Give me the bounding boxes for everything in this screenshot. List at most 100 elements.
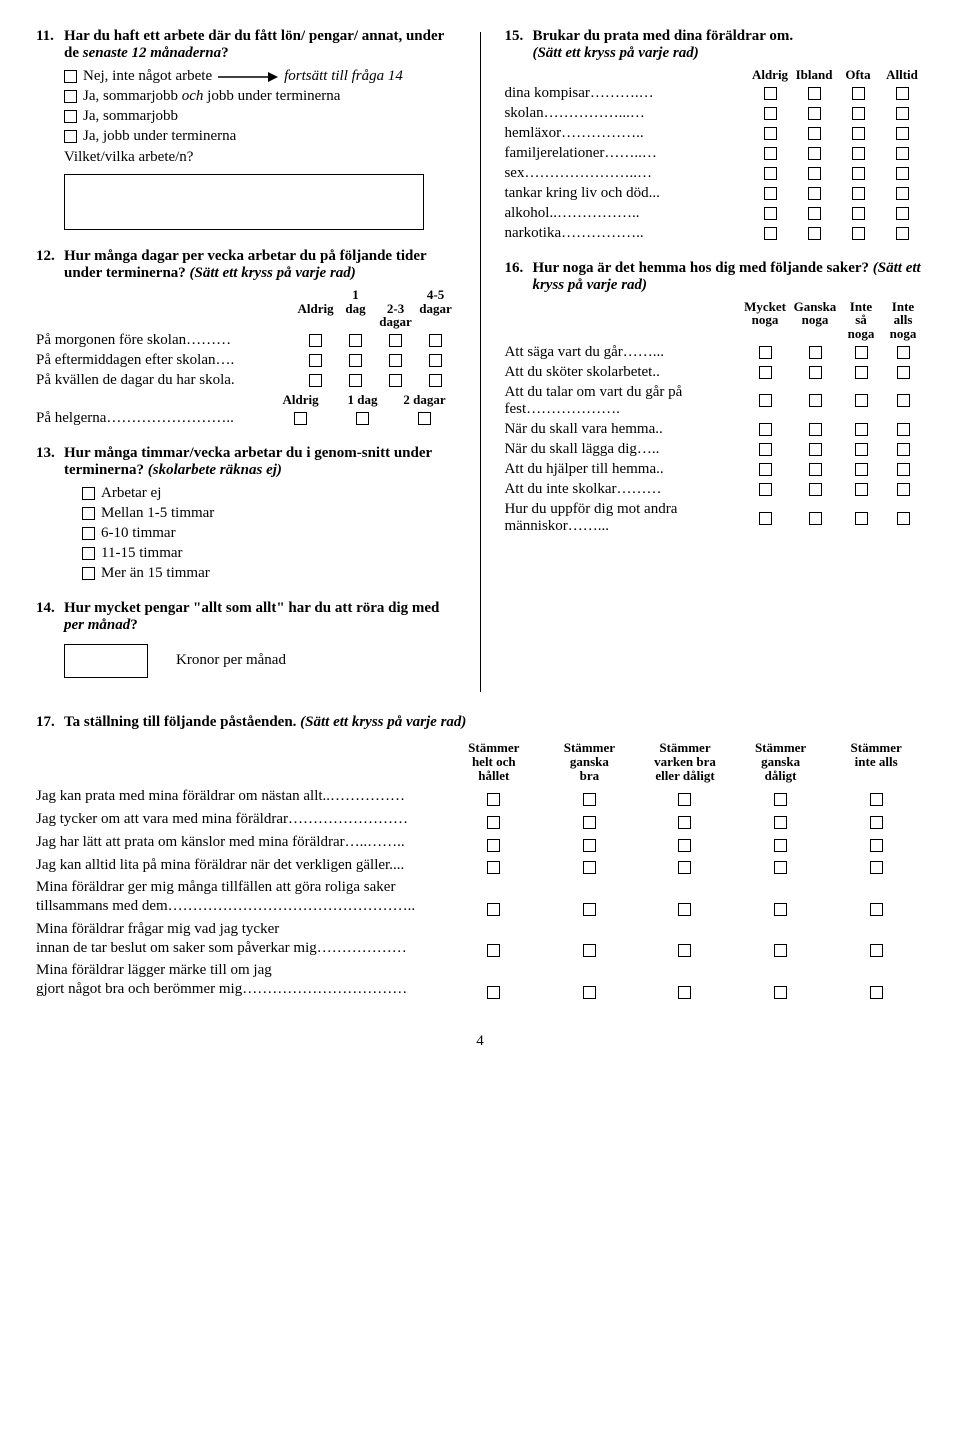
checkbox[interactable] xyxy=(809,463,822,476)
checkbox[interactable] xyxy=(349,354,362,367)
checkbox[interactable] xyxy=(487,861,500,874)
checkbox[interactable] xyxy=(870,861,883,874)
checkbox[interactable] xyxy=(487,903,500,916)
checkbox[interactable] xyxy=(808,127,821,140)
q14-amount-box[interactable] xyxy=(64,644,148,678)
checkbox[interactable] xyxy=(678,903,691,916)
checkbox[interactable] xyxy=(896,87,909,100)
checkbox[interactable] xyxy=(855,443,868,456)
checkbox[interactable] xyxy=(583,903,596,916)
checkbox[interactable] xyxy=(583,861,596,874)
checkbox[interactable] xyxy=(870,986,883,999)
checkbox[interactable] xyxy=(309,354,322,367)
checkbox[interactable] xyxy=(852,87,865,100)
checkbox[interactable] xyxy=(429,374,442,387)
checkbox[interactable] xyxy=(759,366,772,379)
checkbox[interactable] xyxy=(808,147,821,160)
checkbox[interactable] xyxy=(855,423,868,436)
checkbox[interactable] xyxy=(809,483,822,496)
checkbox[interactable] xyxy=(896,167,909,180)
checkbox[interactable] xyxy=(678,839,691,852)
checkbox[interactable] xyxy=(82,507,95,520)
checkbox[interactable] xyxy=(759,512,772,525)
checkbox[interactable] xyxy=(852,227,865,240)
checkbox[interactable] xyxy=(896,147,909,160)
checkbox[interactable] xyxy=(389,374,402,387)
checkbox[interactable] xyxy=(487,839,500,852)
checkbox[interactable] xyxy=(855,463,868,476)
checkbox[interactable] xyxy=(897,394,910,407)
checkbox[interactable] xyxy=(774,986,787,999)
checkbox[interactable] xyxy=(349,374,362,387)
checkbox[interactable] xyxy=(808,227,821,240)
checkbox[interactable] xyxy=(774,816,787,829)
checkbox[interactable] xyxy=(809,366,822,379)
checkbox[interactable] xyxy=(870,816,883,829)
checkbox[interactable] xyxy=(774,903,787,916)
checkbox[interactable] xyxy=(896,207,909,220)
checkbox[interactable] xyxy=(852,127,865,140)
checkbox[interactable] xyxy=(349,334,362,347)
checkbox[interactable] xyxy=(759,443,772,456)
checkbox[interactable] xyxy=(809,443,822,456)
checkbox[interactable] xyxy=(487,944,500,957)
checkbox[interactable] xyxy=(808,167,821,180)
checkbox[interactable] xyxy=(64,110,77,123)
checkbox[interactable] xyxy=(309,334,322,347)
checkbox[interactable] xyxy=(764,167,777,180)
checkbox[interactable] xyxy=(583,986,596,999)
checkbox[interactable] xyxy=(82,547,95,560)
checkbox[interactable] xyxy=(764,107,777,120)
checkbox[interactable] xyxy=(897,463,910,476)
checkbox[interactable] xyxy=(852,187,865,200)
checkbox[interactable] xyxy=(764,127,777,140)
checkbox[interactable] xyxy=(678,816,691,829)
checkbox[interactable] xyxy=(583,793,596,806)
checkbox[interactable] xyxy=(64,70,77,83)
checkbox[interactable] xyxy=(759,394,772,407)
checkbox[interactable] xyxy=(896,107,909,120)
checkbox[interactable] xyxy=(774,861,787,874)
q11-free-text-box[interactable] xyxy=(64,174,424,230)
checkbox[interactable] xyxy=(808,207,821,220)
checkbox[interactable] xyxy=(389,334,402,347)
checkbox[interactable] xyxy=(759,483,772,496)
checkbox[interactable] xyxy=(583,839,596,852)
checkbox[interactable] xyxy=(852,167,865,180)
checkbox[interactable] xyxy=(897,366,910,379)
checkbox[interactable] xyxy=(678,986,691,999)
checkbox[interactable] xyxy=(418,412,431,425)
checkbox[interactable] xyxy=(774,793,787,806)
checkbox[interactable] xyxy=(583,944,596,957)
checkbox[interactable] xyxy=(870,793,883,806)
checkbox[interactable] xyxy=(356,412,369,425)
checkbox[interactable] xyxy=(774,839,787,852)
checkbox[interactable] xyxy=(82,487,95,500)
checkbox[interactable] xyxy=(855,346,868,359)
checkbox[interactable] xyxy=(309,374,322,387)
checkbox[interactable] xyxy=(855,394,868,407)
checkbox[interactable] xyxy=(852,147,865,160)
checkbox[interactable] xyxy=(487,816,500,829)
checkbox[interactable] xyxy=(808,87,821,100)
checkbox[interactable] xyxy=(678,944,691,957)
checkbox[interactable] xyxy=(759,346,772,359)
checkbox[interactable] xyxy=(487,793,500,806)
checkbox[interactable] xyxy=(759,423,772,436)
checkbox[interactable] xyxy=(809,512,822,525)
checkbox[interactable] xyxy=(678,861,691,874)
checkbox[interactable] xyxy=(429,334,442,347)
checkbox[interactable] xyxy=(870,903,883,916)
checkbox[interactable] xyxy=(759,463,772,476)
checkbox[interactable] xyxy=(870,944,883,957)
checkbox[interactable] xyxy=(64,130,77,143)
checkbox[interactable] xyxy=(897,483,910,496)
checkbox[interactable] xyxy=(896,127,909,140)
checkbox[interactable] xyxy=(808,187,821,200)
checkbox[interactable] xyxy=(294,412,307,425)
checkbox[interactable] xyxy=(855,366,868,379)
checkbox[interactable] xyxy=(870,839,883,852)
checkbox[interactable] xyxy=(896,187,909,200)
checkbox[interactable] xyxy=(764,187,777,200)
checkbox[interactable] xyxy=(82,567,95,580)
